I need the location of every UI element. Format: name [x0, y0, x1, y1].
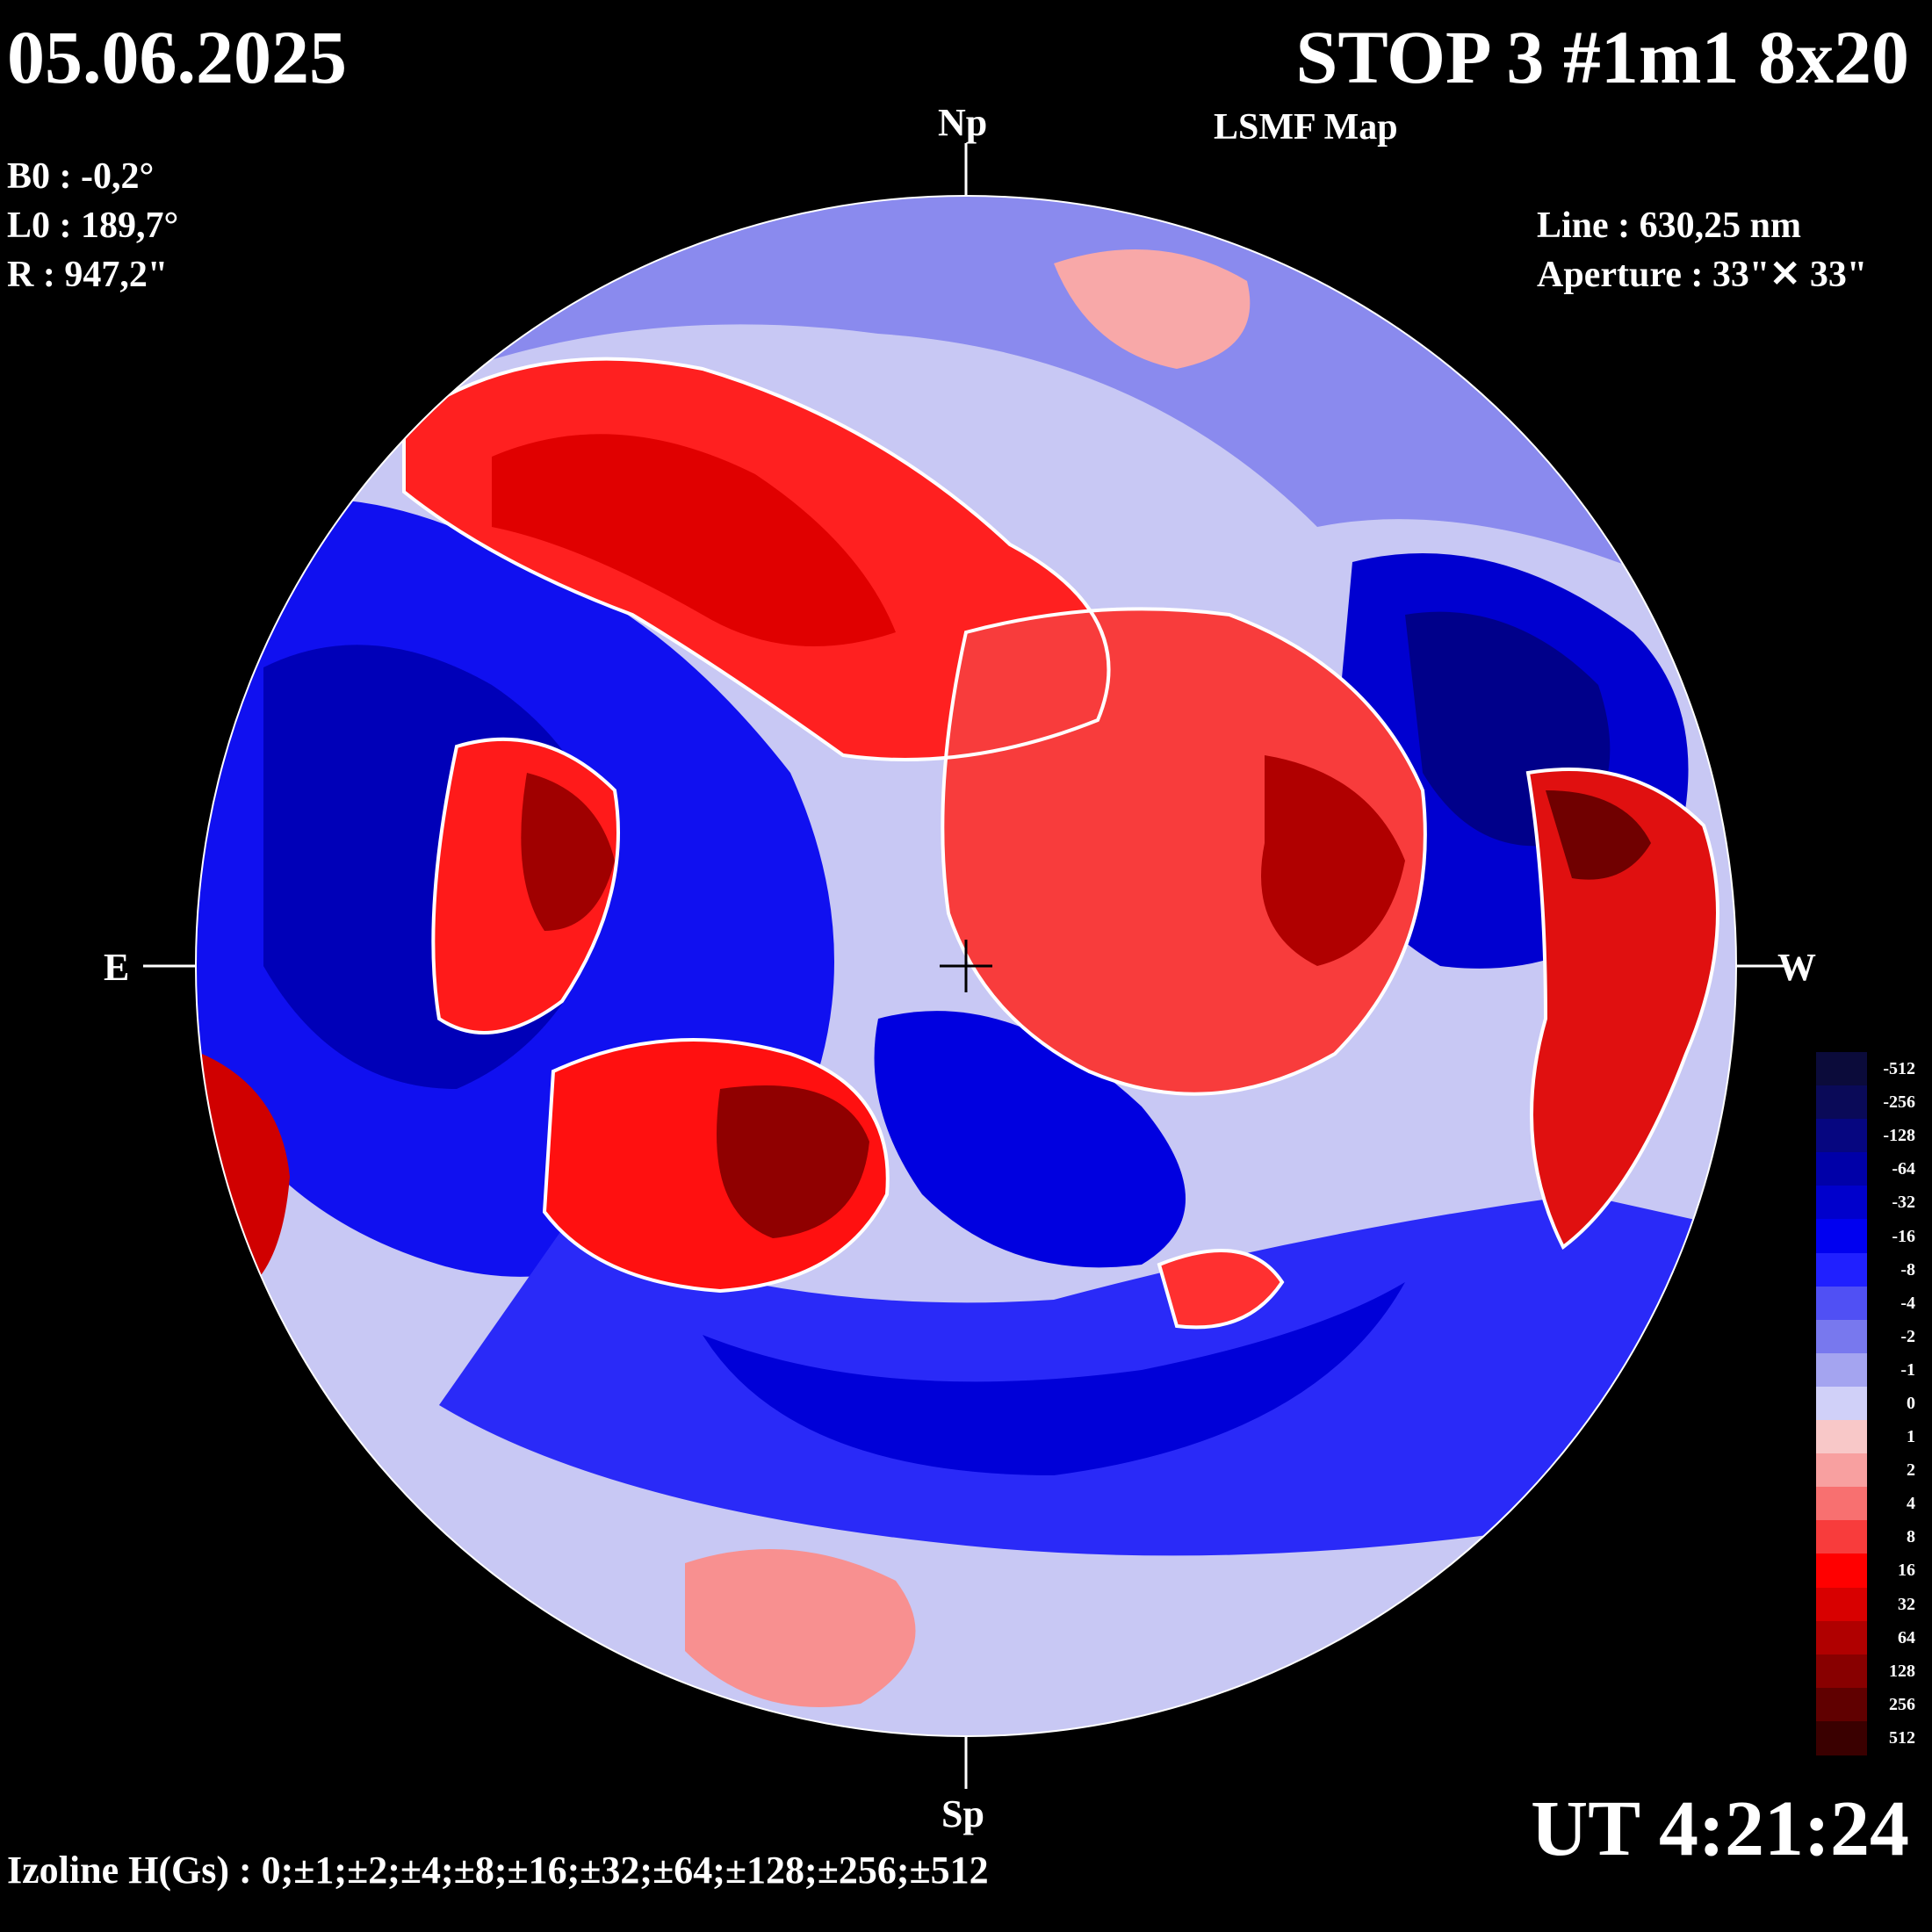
colorbar-tick-label: -2	[1900, 1326, 1915, 1346]
colorbar-segment	[1816, 1620, 1867, 1655]
observation-title: STOP 3 #1m1 8x20	[1295, 15, 1909, 99]
observation-date: 05.06.2025	[7, 15, 347, 99]
universal-time: UT 4:21:24	[1531, 1785, 1909, 1872]
spectral-line-label: Line : 630,25 nm	[1537, 205, 1802, 246]
colorbar-segment	[1816, 1654, 1867, 1689]
izoline-legend: Izoline H(Gs) : 0;±1;±2;±4;±8;±16;±32;±6…	[7, 1849, 989, 1892]
field-colorbar	[1816, 1052, 1869, 1755]
colorbar-segment	[1816, 1587, 1867, 1622]
colorbar-segment	[1816, 1687, 1867, 1722]
colorbar-segment	[1816, 1487, 1867, 1522]
colorbar-segment	[1816, 1186, 1867, 1221]
colorbar-tick-label: 1	[1907, 1427, 1915, 1447]
colorbar-tick-label: 32	[1898, 1594, 1915, 1614]
colorbar-tick-label: -64	[1892, 1159, 1915, 1179]
colorbar-tick-label: 2	[1907, 1460, 1915, 1481]
colorbar-tick-label: -4	[1900, 1293, 1915, 1313]
colorbar-segment	[1816, 1286, 1867, 1321]
north-pole-label: Np	[938, 101, 988, 144]
colorbar-segment	[1816, 1386, 1867, 1422]
colorbar-tick-label: -32	[1892, 1193, 1915, 1213]
colorbar-tick-label: -128	[1883, 1126, 1915, 1146]
east-label: E	[104, 946, 130, 989]
colorbar-segment	[1816, 1119, 1867, 1154]
colorbar-tick-label: 256	[1889, 1694, 1915, 1714]
colorbar-segment	[1816, 1352, 1867, 1388]
colorbar-segment	[1816, 1085, 1867, 1121]
colorbar-tick-label: -1	[1900, 1359, 1915, 1380]
colorbar-segment	[1816, 1720, 1867, 1755]
l0-parameter: L0 : 189,7°	[7, 205, 179, 246]
colorbar-segment	[1816, 1453, 1867, 1489]
colorbar-tick-label: 512	[1889, 1727, 1915, 1748]
b0-parameter: B0 : -0,2°	[7, 156, 155, 197]
colorbar-tick-label: 0	[1907, 1394, 1915, 1413]
colorbar-tick-label: -16	[1892, 1226, 1915, 1246]
center-crosshair	[940, 940, 992, 992]
colorbar-segment	[1816, 1319, 1867, 1354]
colorbar-segment	[1816, 1152, 1867, 1187]
colorbar-segment	[1816, 1520, 1867, 1555]
colorbar-tick-label: -8	[1900, 1259, 1915, 1280]
colorbar-tick-label: 128	[1889, 1661, 1915, 1681]
colorbar-tick-label: 16	[1898, 1561, 1915, 1581]
colorbar-tick-label: -256	[1883, 1092, 1915, 1113]
colorbar-segment	[1816, 1052, 1867, 1087]
colorbar-segment	[1816, 1420, 1867, 1455]
south-pole-label: Sp	[941, 1792, 984, 1835]
orientation-ticks	[143, 143, 1789, 1789]
colorbar-tick-label: -512	[1883, 1059, 1915, 1079]
magnetogram-field	[196, 196, 1736, 1736]
colorbar-segment	[1816, 1252, 1867, 1287]
colorbar-segment	[1816, 1554, 1867, 1589]
colorbar-tick-label: 8	[1907, 1527, 1915, 1547]
colorbar-tick-label: 4	[1907, 1494, 1915, 1514]
colorbar-segment	[1816, 1219, 1867, 1254]
radius-parameter: R : 947,2"	[7, 255, 169, 295]
colorbar-tick-label: 64	[1898, 1627, 1915, 1647]
west-label: W	[1777, 946, 1816, 989]
aperture-label: Aperture : 33"✕ 33"	[1537, 255, 1868, 295]
map-type-label: LSMF Map	[1214, 107, 1398, 148]
